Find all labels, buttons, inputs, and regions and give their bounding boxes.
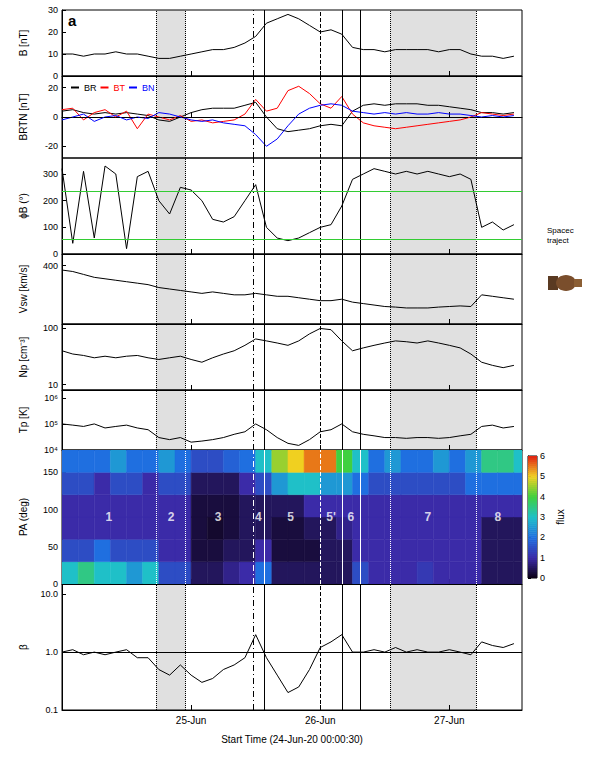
- svg-text:0: 0: [53, 71, 58, 81]
- svg-text:27-Jun: 27-Jun: [434, 715, 465, 726]
- svg-text:B [nT]: B [nT]: [18, 29, 29, 56]
- svg-text:β: β: [18, 644, 29, 650]
- svg-text:50: 50: [48, 542, 58, 552]
- svg-text:PA (deg): PA (deg): [18, 498, 29, 536]
- svg-text:1: 1: [105, 510, 112, 524]
- svg-text:10: 10: [48, 380, 58, 390]
- svg-text:BT: BT: [114, 83, 126, 93]
- svg-text:1: 1: [540, 553, 545, 563]
- svg-text:100: 100: [43, 222, 58, 232]
- svg-text:Spacec: Spacec: [547, 226, 574, 235]
- svg-text:4: 4: [255, 510, 262, 524]
- svg-text:3: 3: [540, 512, 545, 522]
- svg-text:100: 100: [43, 323, 58, 333]
- svg-text:BR: BR: [84, 83, 97, 93]
- svg-text:Tp [K]: Tp [K]: [18, 406, 29, 433]
- svg-text:150: 150: [43, 467, 58, 477]
- svg-text:100: 100: [43, 505, 58, 515]
- svg-text:8: 8: [494, 510, 501, 524]
- svg-text:5': 5': [326, 510, 336, 524]
- svg-text:5: 5: [287, 510, 294, 524]
- svg-text:2: 2: [540, 532, 545, 542]
- svg-text:Start Time (24-Jun-20 00:00:30: Start Time (24-Jun-20 00:00:30): [221, 734, 363, 745]
- svg-text:200: 200: [43, 196, 58, 206]
- svg-text:6: 6: [348, 510, 355, 524]
- svg-text:400: 400: [43, 261, 58, 271]
- svg-text:5: 5: [540, 471, 545, 481]
- svg-text:0: 0: [540, 573, 545, 583]
- svg-text:3: 3: [215, 510, 222, 524]
- svg-text:Vsw [km/s]: Vsw [km/s]: [18, 265, 29, 314]
- svg-text:10.0: 10.0: [40, 589, 58, 599]
- svg-text:26-Jun: 26-Jun: [305, 715, 336, 726]
- svg-text:25-Jun: 25-Jun: [176, 715, 207, 726]
- svg-text:BRTN [nT]: BRTN [nT]: [18, 93, 29, 140]
- svg-text:flux: flux: [555, 509, 566, 525]
- svg-text:10⁶: 10⁶: [44, 393, 58, 403]
- svg-text:300: 300: [43, 169, 58, 179]
- svg-text:a: a: [68, 12, 77, 29]
- svg-text:20: 20: [48, 83, 58, 93]
- svg-text:-20: -20: [45, 141, 58, 151]
- svg-text:0.1: 0.1: [45, 705, 58, 715]
- svg-text:traject: traject: [547, 236, 570, 245]
- svg-text:20: 20: [48, 27, 58, 37]
- svg-text:2: 2: [168, 510, 175, 524]
- svg-text:1.0: 1.0: [45, 647, 58, 657]
- svg-text:10⁴: 10⁴: [44, 445, 58, 455]
- svg-text:Np [cm⁻³]: Np [cm⁻³]: [18, 336, 29, 377]
- svg-text:6: 6: [540, 451, 545, 461]
- svg-text:7: 7: [425, 510, 432, 524]
- svg-text:10: 10: [48, 49, 58, 59]
- svg-text:0: 0: [53, 579, 58, 589]
- svg-text:0: 0: [53, 112, 58, 122]
- svg-text:BN: BN: [142, 83, 155, 93]
- svg-text:0: 0: [53, 249, 58, 259]
- svg-text:30: 30: [48, 5, 58, 15]
- svg-text:4: 4: [540, 492, 545, 502]
- svg-text:ϕB (°): ϕB (°): [18, 193, 29, 219]
- svg-text:10⁵: 10⁵: [44, 419, 58, 429]
